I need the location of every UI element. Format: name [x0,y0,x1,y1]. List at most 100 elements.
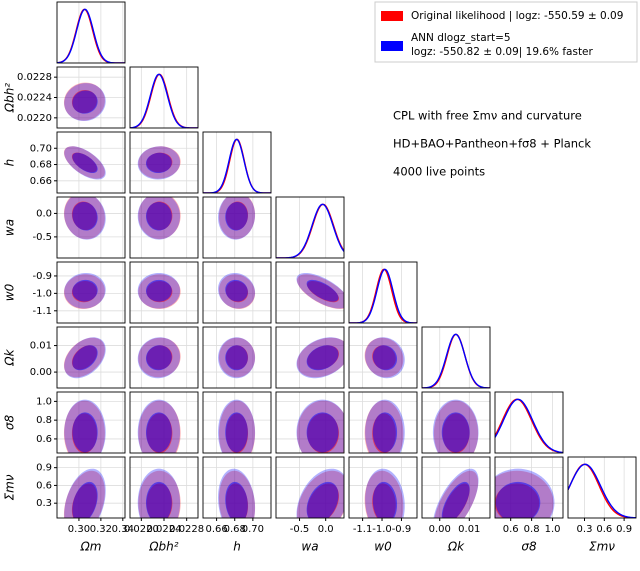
x-axis-label: Σmν [589,540,615,554]
x-tick-label: 0.30 [68,524,90,535]
contour-68 [372,345,398,371]
y-axis-label: Ωbh² [3,83,17,113]
panel-frame [494,456,564,519]
panel-content [203,327,271,388]
panel-frame [275,196,345,259]
x-axis-label: σ8 [521,540,537,554]
density-curve [568,463,636,518]
panel-frame [202,261,272,324]
contour-68 [225,345,248,371]
panel-content [57,67,125,128]
panel-frame [129,326,199,389]
x-tick-label: 0.8 [524,524,540,535]
panel [203,132,271,193]
contour-68 [72,201,98,231]
y-tick-label: 0.70 [30,143,52,154]
contour-68 [145,345,172,371]
x-tick-label: 0.3 [577,524,593,535]
y-tick-label: 0.8 [36,415,52,426]
legend-label: ANN dlogz_start=5 [411,32,511,44]
panel-frame [275,261,345,324]
panel-content [349,457,417,518]
contour-68 [72,279,98,302]
annotation: CPL with free Σmν and curvature [393,109,582,123]
y-tick-label: 0.6 [36,434,52,445]
annotation: 4000 live points [393,165,485,179]
contour-68 [145,412,172,453]
panel-content [57,392,125,453]
x-tick-label: -0.5 [290,524,310,535]
x-tick-label: 0.00 [429,524,451,535]
panel-frame [348,391,418,454]
panel-content [130,327,198,388]
contour-68 [145,279,172,302]
y-axis-label: wa [3,219,17,236]
y-axis-label: h [3,159,17,167]
contour-68 [306,481,339,518]
contour-68 [72,412,98,453]
y-tick-label: 0.68 [30,160,52,171]
panel-content [349,392,417,453]
contour-68 [372,412,398,453]
panel [422,327,490,388]
y-tick-label: 0.00 [30,367,52,378]
contour-68 [72,152,98,174]
x-tick-label: 0.66 [205,524,227,535]
panel-frame [56,326,126,389]
panel-content [130,132,198,193]
panel-frame [348,326,418,389]
density-curve [422,333,490,388]
panel-frame [202,391,272,454]
panel-frame [56,261,126,324]
contour-68 [72,481,98,518]
panel-content [422,327,490,388]
panel-content [568,457,636,518]
panel [276,197,344,258]
y-tick-label: 0.66 [30,176,52,187]
x-axis-label: w0 [374,540,392,554]
contour-68 [145,481,172,518]
panel-frame [56,456,126,519]
panel-frame [275,326,345,389]
panel-frame [567,456,637,519]
x-tick-label: 0.6 [503,524,519,535]
contour-68 [306,412,339,453]
x-tick-label: 0.0224 [147,524,182,535]
contour-68 [441,412,470,453]
panel-content [130,197,198,258]
panel-content [57,197,125,258]
panel-content [276,262,344,323]
y-tick-label: -1.1 [32,306,52,317]
panel-content [276,327,344,388]
x-axis-label: Ωk [447,540,465,554]
contour-68 [145,201,172,231]
x-tick-label: 0.9 [616,524,632,535]
x-axis-label: h [233,540,241,554]
panel-frame [494,391,564,454]
y-axis-label: Ωk [3,348,17,366]
panel-content [130,457,198,518]
panel-content [57,457,125,518]
x-tick-label: -1.1 [353,524,373,535]
panel-content [349,262,417,323]
panel-frame [202,131,272,194]
density-curve [495,398,563,453]
contour-68 [225,279,248,302]
contour-68 [72,345,98,371]
annotation: HD+BAO+Pantheon+fσ8 + Planck [393,137,591,151]
panel-frame [56,131,126,194]
panel-frame [275,456,345,519]
panel-content [203,457,271,518]
panel [495,392,563,453]
x-tick-label: -1.0 [372,524,392,535]
y-tick-label: 0.0 [36,208,52,219]
contour-68 [225,481,248,518]
density-curve [349,268,417,323]
panel-content [276,457,344,518]
x-tick-label: 0.70 [242,524,264,535]
panel-content [276,392,344,453]
y-tick-label: -1.0 [32,288,52,299]
contour-68 [145,152,172,174]
x-tick-label: -0.9 [392,524,412,535]
